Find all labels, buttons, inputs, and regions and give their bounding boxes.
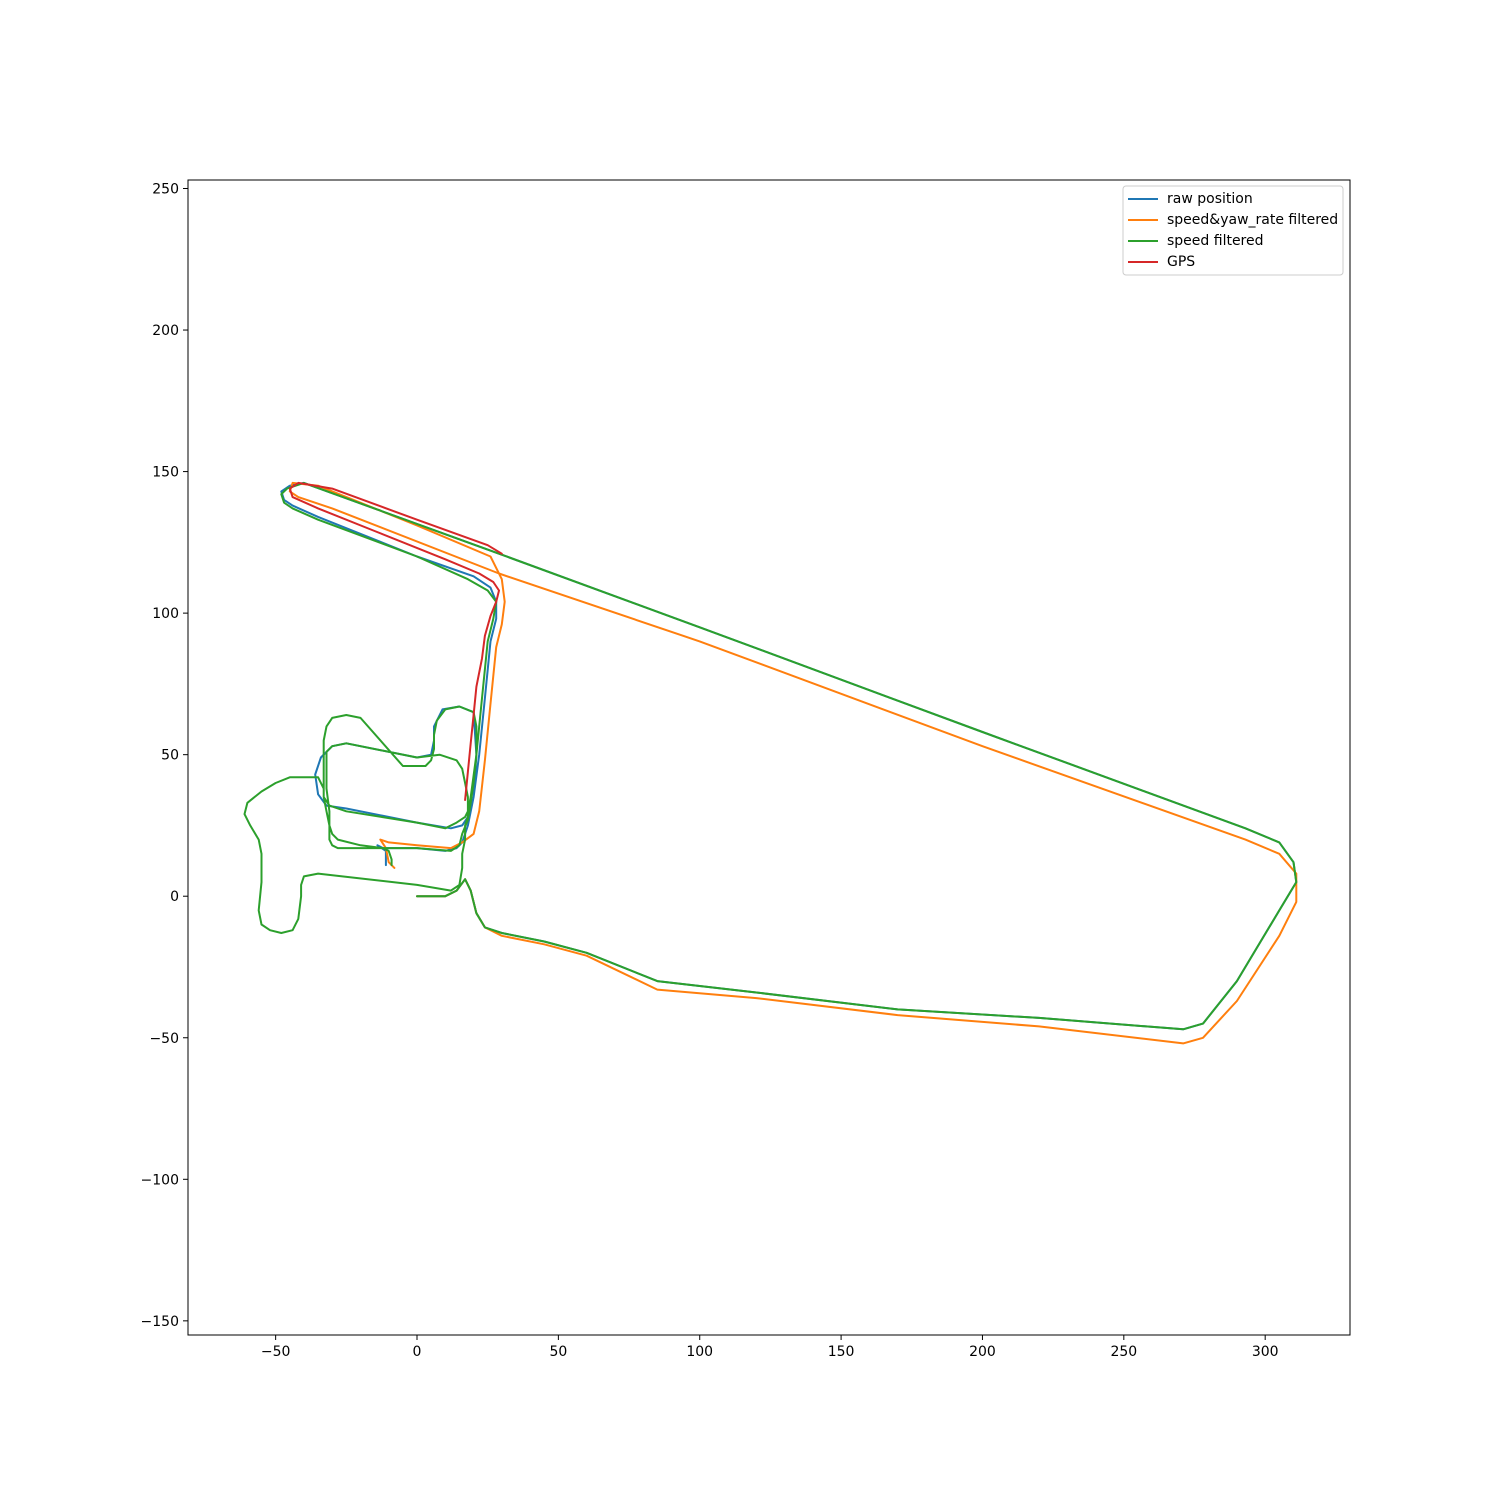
y-tick-label: 0 (170, 889, 179, 905)
y-axis: −150 −100 −50 0 50 100 150 200 250 (141, 181, 188, 1330)
legend-label-raw-position: raw position (1167, 191, 1253, 207)
plot-frame (187, 179, 1351, 1336)
series-line-speed-filtered (243, 481, 1298, 1031)
series-line-speed-yaw-rate-filtered (288, 481, 1298, 1045)
plot-background (188, 180, 1350, 1335)
series-line-gps (288, 481, 503, 801)
x-tick-label: 0 (413, 1344, 422, 1360)
legend-label-speed-yaw-rate-filtered: speed&yaw_rate filtered (1167, 212, 1338, 228)
legend-label-gps: GPS (1167, 254, 1195, 270)
x-tick-label: −50 (261, 1344, 291, 1360)
x-tick-label: 50 (549, 1344, 567, 1360)
x-tick-label: 250 (1110, 1344, 1137, 1360)
x-tick-label: 300 (1252, 1344, 1279, 1360)
x-tick-label: 150 (828, 1344, 855, 1360)
y-tick-label: 250 (152, 181, 179, 197)
x-tick-label: 200 (969, 1344, 996, 1360)
y-tick-label: 150 (152, 465, 179, 481)
y-tick-label: 200 (152, 323, 179, 339)
legend: raw position speed&yaw_rate filtered spe… (1122, 185, 1344, 276)
y-tick-label: 100 (152, 606, 179, 622)
x-tick-label: 100 (686, 1344, 713, 1360)
legend-label-speed-filtered: speed filtered (1167, 233, 1264, 249)
y-tick-label: −100 (141, 1172, 179, 1188)
y-tick-label: −150 (141, 1314, 179, 1330)
y-tick-label: 50 (161, 748, 179, 764)
legend-box (1122, 185, 1344, 276)
x-axis: −50 0 50 100 150 200 250 300 (261, 1335, 1279, 1360)
y-tick-label: −50 (149, 1031, 179, 1047)
series-layer (243, 481, 1298, 1045)
